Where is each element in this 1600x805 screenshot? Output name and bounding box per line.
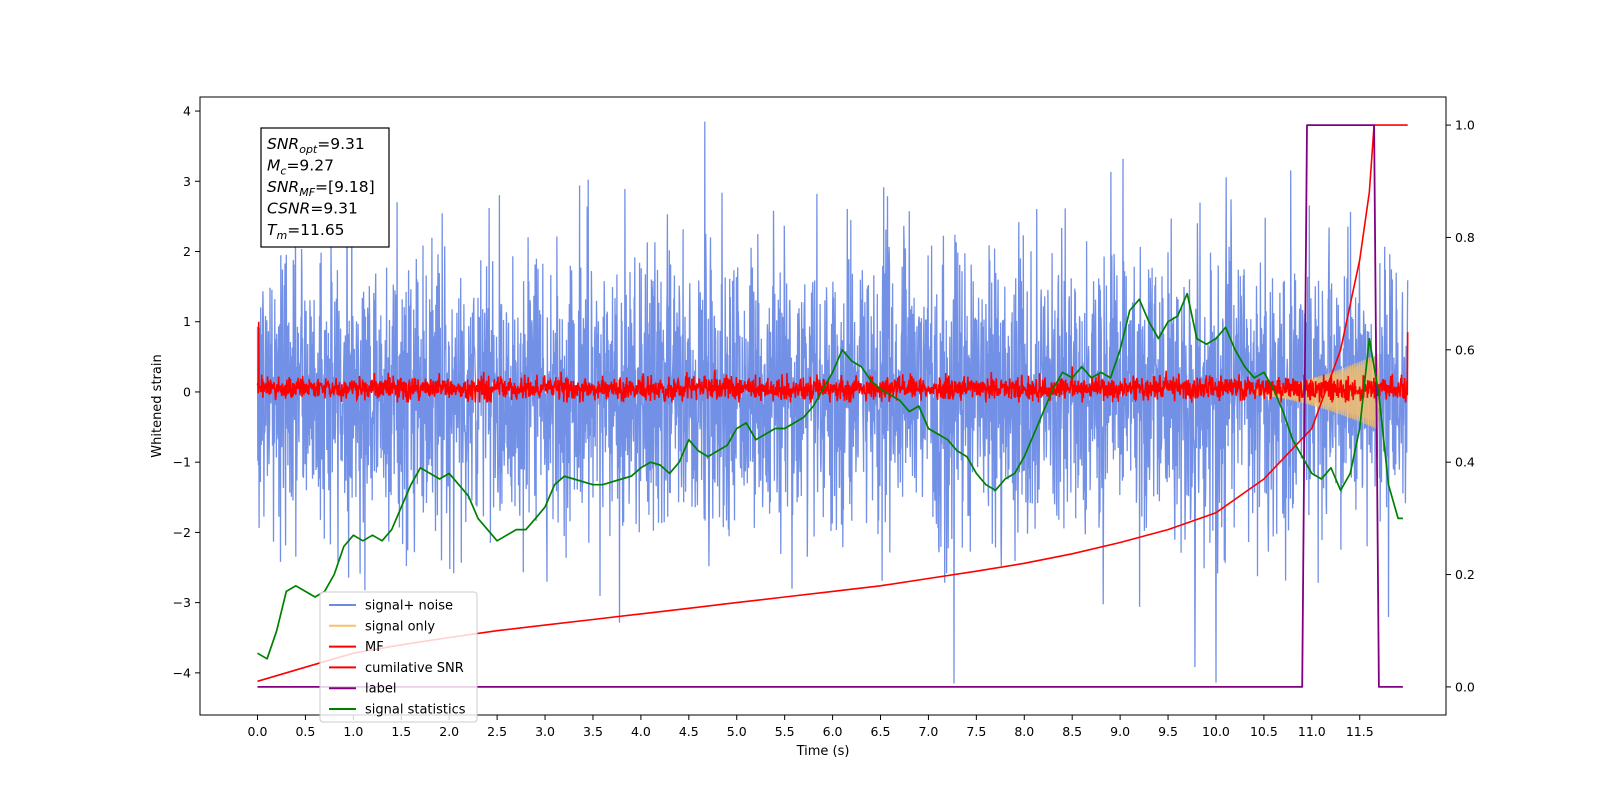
x-tick-label: 6.5: [871, 724, 891, 739]
x-tick-label: 7.5: [966, 724, 986, 739]
x-tick-label: 11.0: [1298, 724, 1326, 739]
x-tick-label: 10.5: [1250, 724, 1278, 739]
y-left-tick-label: 1: [183, 314, 191, 329]
legend: signal+ noise signal only MF cumilative SNR…: [319, 591, 478, 723]
y-left-tick-label: 4: [183, 104, 191, 119]
info-line: CSNR=9.31: [267, 200, 358, 218]
x-tick-label: 11.5: [1346, 724, 1374, 739]
y-right-tick-label: 0.6: [1455, 342, 1475, 357]
x-tick-label: 9.0: [1110, 724, 1130, 739]
series-signal-noise-line: [256, 121, 1409, 684]
x-tick-label: 3.5: [583, 724, 603, 739]
series-signal-statistics-line: [257, 292, 1403, 660]
series-mf-line: [256, 321, 1409, 403]
y-left-tick-label: −2: [173, 525, 191, 540]
info-box-frame: [260, 127, 390, 248]
legend-label: MF: [365, 640, 384, 655]
info-line: SNRopt=9.31: [267, 135, 365, 156]
y-left-tick-label: 0: [183, 384, 191, 399]
x-tick-label: 1.0: [343, 724, 363, 739]
plot-frame: [199, 96, 1447, 716]
legend-frame: [319, 591, 478, 723]
x-tick-label: 2.5: [487, 724, 507, 739]
x-tick-label: 10.0: [1202, 724, 1230, 739]
y-right-tick-label: 0.4: [1455, 455, 1475, 470]
info-line: Tm=11.65: [267, 221, 345, 242]
x-tick-label: 2.0: [439, 724, 459, 739]
info-line: Mc=9.27: [267, 157, 334, 178]
legend-label: signal statistics: [365, 703, 466, 718]
y-right-tick-label: 0.2: [1455, 567, 1475, 582]
legend-label: cumilative SNR: [365, 661, 464, 676]
y-left-tick-label: −3: [173, 595, 191, 610]
series-label-line: [257, 124, 1403, 688]
x-tick-label: 3.0: [535, 724, 555, 739]
x-tick-label: 7.0: [918, 724, 938, 739]
legend-label: label: [365, 682, 396, 697]
y-axis-title: Whitened strain: [150, 354, 165, 457]
x-tick-label: 4.0: [631, 724, 651, 739]
x-tick-label: 8.5: [1062, 724, 1082, 739]
x-tick-label: 8.0: [1014, 724, 1034, 739]
y-right-tick-label: 0.0: [1455, 679, 1475, 694]
x-tick-label: 0.0: [248, 724, 268, 739]
y-left-tick-label: −1: [173, 455, 191, 470]
y-left-tick-label: 3: [183, 174, 191, 189]
y-right-tick-label: 0.8: [1455, 230, 1475, 245]
info-line: SNRMF=[9.18]: [267, 178, 375, 199]
x-tick-label: 0.5: [295, 724, 315, 739]
y-left-tick-label: −4: [173, 665, 191, 680]
y-left-tick-label: 2: [183, 244, 191, 259]
legend-label: signal+ noise: [365, 599, 453, 614]
x-tick-label: 1.5: [391, 724, 411, 739]
legend-label: signal only: [365, 619, 435, 634]
x-tick-label: 4.5: [679, 724, 699, 739]
x-tick-label: 9.5: [1158, 724, 1178, 739]
x-axis-title: Time (s): [796, 744, 850, 759]
x-tick-label: 5.5: [775, 724, 795, 739]
y-right-tick-label: 1.0: [1455, 118, 1475, 133]
x-tick-label: 6.0: [823, 724, 843, 739]
x-tick-label: 5.0: [727, 724, 747, 739]
